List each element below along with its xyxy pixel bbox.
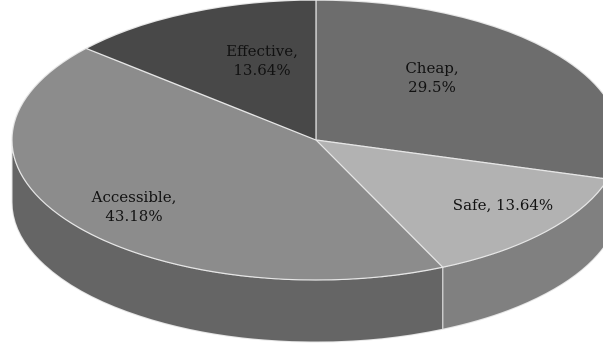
pie-slice-effective [84,0,317,141]
pie-tops [11,0,603,281]
slice-label-safe: Safe, 13.64% [453,196,553,214]
pie-slice-safe [314,139,603,268]
pie-slice-accessible [11,47,444,281]
slice-label-cheap: Cheap, 29.5% [405,59,458,96]
pie-slice-cheap [315,0,603,180]
slice-label-accessible: Accessible, 43.18% [91,188,177,225]
slice-label-effective: Effective, 13.64% [226,42,298,79]
pie-labels: Cheap, 29.5% Safe, 13.64% Accessible, 43.18%… [91,42,554,225]
